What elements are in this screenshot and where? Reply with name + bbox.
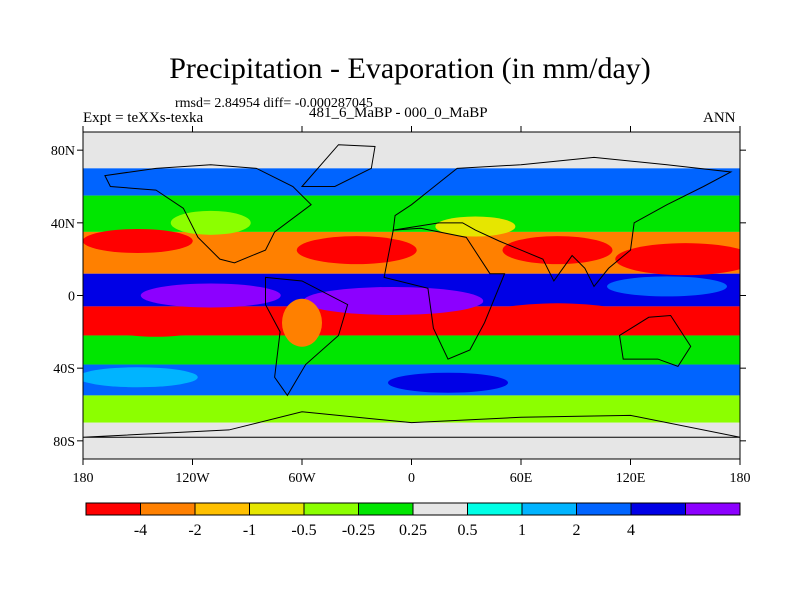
mediterranean [435, 216, 516, 237]
australia-coast [619, 314, 692, 367]
field-layer [83, 132, 740, 459]
colorbar-label-5: 0.25 [399, 522, 427, 539]
colorbar-cell-8 [521, 502, 577, 516]
colorbar-cell-1 [140, 502, 196, 516]
season-label: ANN [703, 110, 736, 126]
colorbar-cell-7 [467, 502, 523, 516]
antarctic-band [83, 422, 740, 459]
north-america-coast [104, 164, 312, 264]
colorbar: -4 -2 -1 -0.5 -0.25 0.25 0.5 1 2 4 [85, 502, 741, 539]
colorbar-label-9: 4 [627, 522, 635, 539]
africa-coast [383, 227, 506, 360]
subantarctic-band [83, 395, 740, 423]
lon-label-2: 60W [288, 471, 316, 486]
lon-label-5: 120E [616, 471, 646, 486]
colorbar-label-4: -0.25 [342, 522, 375, 539]
lat-label-2: 0 [68, 290, 75, 305]
period-label: 481_6_MaBP - 000_0_MaBP [309, 105, 488, 121]
colorbar-cell-6 [412, 502, 468, 516]
midlat-south-band [83, 335, 740, 365]
coastline-layer [83, 144, 740, 438]
colorbar-label-3: -0.5 [291, 522, 316, 539]
lon-label-4: 60E [510, 471, 533, 486]
colorbar-cell-11 [685, 502, 741, 516]
lat-label-1: 40N [51, 217, 75, 232]
colorbar-label-7: 1 [518, 522, 526, 539]
colorbar-label-2: -1 [243, 522, 256, 539]
natlantic-dry [296, 236, 417, 265]
lat-label-3: 40S [53, 362, 75, 377]
indian-dry [482, 303, 633, 332]
lon-label-0: 180 [73, 471, 94, 486]
south-america-coast [265, 276, 349, 397]
nw-america-moist [170, 210, 251, 235]
npacific-dry [83, 229, 193, 253]
lon-label-6: 180 [730, 471, 751, 486]
asia-dry [502, 236, 613, 265]
greenland-coast [300, 144, 376, 187]
south-atlantic-wet [388, 372, 508, 393]
colorbar-cell-4 [303, 502, 359, 516]
lat-axis: 80N 40N 0 40S 80S [51, 144, 746, 450]
lon-axis: 180 120W 60W 0 60E 120E 180 [73, 126, 751, 486]
atlantic-wet [303, 286, 484, 315]
lat-label-0: 80N [51, 144, 75, 159]
lon-label-3: 0 [408, 471, 415, 486]
colorbar-cell-2 [194, 502, 250, 516]
colorbar-cell-10 [630, 502, 686, 516]
lat-label-4: 80S [53, 435, 75, 450]
warm-pool [607, 276, 727, 297]
subarctic-band [83, 168, 740, 196]
colorbar-cell-9 [576, 502, 632, 516]
colorbar-cell-5 [358, 502, 414, 516]
colorbar-label-6: 0.5 [458, 522, 478, 539]
east-pacific-wet [140, 283, 281, 308]
stats-label: rmsd= 2.84954 diff= -0.000287045 [175, 96, 373, 111]
colorbar-label-0: -4 [134, 522, 147, 539]
sw-pacific-wet [83, 367, 198, 388]
lon-label-1: 120W [175, 471, 210, 486]
samerica-interior [282, 298, 322, 347]
antarctica-coast [83, 411, 740, 438]
map-title: Precipitation - Evaporation (in mm/day) [169, 52, 651, 85]
colorbar-label-1: -2 [188, 522, 201, 539]
colorbar-cell-0 [85, 502, 141, 516]
arctic-band [83, 132, 740, 169]
spacific-dry [96, 308, 216, 337]
colorbar-label-8: 2 [573, 522, 581, 539]
npacific-west-dry [615, 243, 740, 276]
eurasia-coast [392, 156, 733, 288]
experiment-label: Expt = teXXs-texka [83, 110, 204, 126]
colorbar-cell-3 [249, 502, 305, 516]
